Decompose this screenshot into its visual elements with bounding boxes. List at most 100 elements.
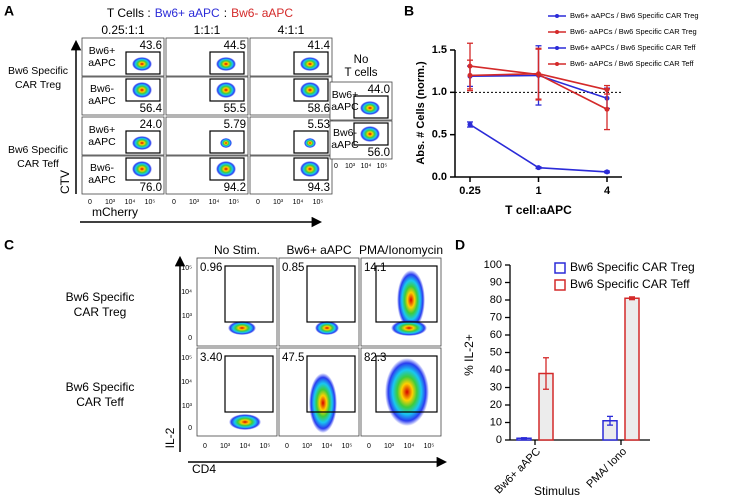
axis-title: mCherry: [92, 205, 138, 219]
density-blob: [391, 320, 427, 336]
percent: 58.6: [308, 103, 330, 115]
gate: [306, 265, 356, 323]
percent: 44.5: [224, 40, 246, 52]
tick-label: 10⁴: [293, 199, 304, 206]
legend-swatch: [555, 62, 559, 66]
density-blob: [300, 161, 320, 177]
tick-label: 10⁴: [181, 289, 192, 296]
legend-label: Bw6 Specific CAR Teff: [570, 277, 690, 291]
plot-frame: [81, 37, 165, 77]
x-tick-label: 0.25: [459, 185, 480, 197]
legend-swatch: [555, 30, 559, 34]
column-label: 0.25:1:1: [101, 23, 145, 37]
point: [467, 122, 473, 128]
gate: [306, 355, 356, 413]
row-label: Bw6 Specific: [66, 380, 135, 394]
legend-swatch: [555, 14, 559, 18]
row-label: Bw6 Specific: [8, 144, 68, 156]
density-blob: [132, 161, 152, 177]
tick-label: 0: [334, 163, 338, 170]
density-blob: [228, 321, 256, 335]
header-part: Bw6+ aAPC: [155, 6, 220, 20]
percent: 76.0: [140, 182, 162, 194]
tick-label: 10³: [302, 443, 313, 450]
series-line: [469, 123, 608, 173]
gate: [209, 130, 245, 154]
percent: 44.0: [368, 84, 390, 96]
panel-label: B: [404, 3, 414, 19]
point: [536, 165, 541, 171]
row-label: CAR Treg: [15, 79, 61, 91]
density-blob: [385, 358, 429, 426]
tick-label: 0: [188, 425, 192, 432]
tick-label: 0: [203, 443, 207, 450]
density-blob: [132, 136, 152, 150]
y-tick-label: 0.0: [432, 171, 447, 183]
density-blob: [397, 270, 425, 330]
axis-title: Stimulus: [534, 484, 580, 498]
percent: 94.2: [224, 182, 246, 194]
point: [536, 71, 541, 77]
percent: 24.0: [140, 119, 162, 131]
tick-label: 10⁴: [181, 379, 192, 386]
y-tick-label: 90: [490, 276, 502, 288]
y-tick-label: 70: [490, 311, 502, 323]
percent: 41.4: [308, 40, 331, 52]
y-tick-label: 60: [490, 329, 502, 341]
gate: [224, 355, 274, 413]
density-blob: [229, 414, 261, 430]
point: [604, 106, 610, 112]
tick-label: 10⁵: [377, 163, 388, 170]
tick-label: 10⁵: [424, 443, 435, 450]
plot-frame: [249, 155, 333, 195]
density-blob: [216, 161, 236, 177]
gate-label: aAPC: [331, 139, 359, 151]
column-label: 1:1:1: [194, 23, 221, 37]
tick-label: 10³: [105, 199, 116, 206]
tick-label: 10⁵: [181, 265, 192, 272]
y-tick-label: 10: [490, 416, 502, 428]
gate: [293, 130, 329, 154]
percent: 14.1: [364, 262, 386, 274]
density-blob: [220, 138, 232, 148]
bar: [624, 297, 640, 441]
density-blob: [216, 82, 236, 98]
percent: 94.3: [308, 182, 330, 194]
y-tick-label: 80: [490, 294, 502, 306]
y-tick-label: 40: [490, 364, 502, 376]
tick-label: 0: [285, 443, 289, 450]
gate: [224, 265, 274, 323]
density-blob: [360, 126, 380, 142]
x-tick-label: 1: [535, 185, 541, 197]
gate: [293, 51, 329, 75]
percent: 56.4: [140, 103, 163, 115]
column-label: 4:1:1: [278, 23, 305, 37]
gate: [125, 130, 161, 154]
legend-label: Bw6- aAPCs / Bw6 Specific CAR Treg: [570, 27, 697, 36]
gate-label: aAPC: [88, 136, 116, 148]
row-label: Bw6 Specific: [8, 65, 68, 77]
panel-label: D: [455, 237, 465, 253]
tick-label: 0: [88, 199, 92, 206]
gate-label: aAPC: [88, 174, 116, 186]
axis-title: % IL-2+: [462, 334, 476, 376]
y-tick-label: 30: [490, 381, 502, 393]
tick-label: 10³: [182, 313, 193, 320]
row-label: CAR Teff: [17, 158, 59, 170]
y-tick-label: 1.5: [432, 44, 447, 56]
gate-label: Bw6+: [89, 124, 116, 136]
y-tick-label: 20: [490, 399, 502, 411]
point: [604, 87, 610, 93]
density-blob: [315, 321, 339, 335]
header-part: :: [224, 6, 227, 20]
axis-title: IL-2: [163, 427, 177, 448]
plot-frame: [165, 76, 249, 116]
gate-label: Bw6-: [333, 127, 357, 139]
tick-label: 10⁴: [209, 199, 220, 206]
density-blob: [309, 373, 337, 433]
x-tick-label: 4: [604, 185, 611, 197]
plot-frame: [329, 81, 393, 121]
gate-label: aAPC: [331, 101, 359, 113]
legend-label: Bw6- aAPCs / Bw6 Specific CAR Teff: [570, 59, 694, 68]
y-tick-label: 1.0: [432, 86, 447, 98]
